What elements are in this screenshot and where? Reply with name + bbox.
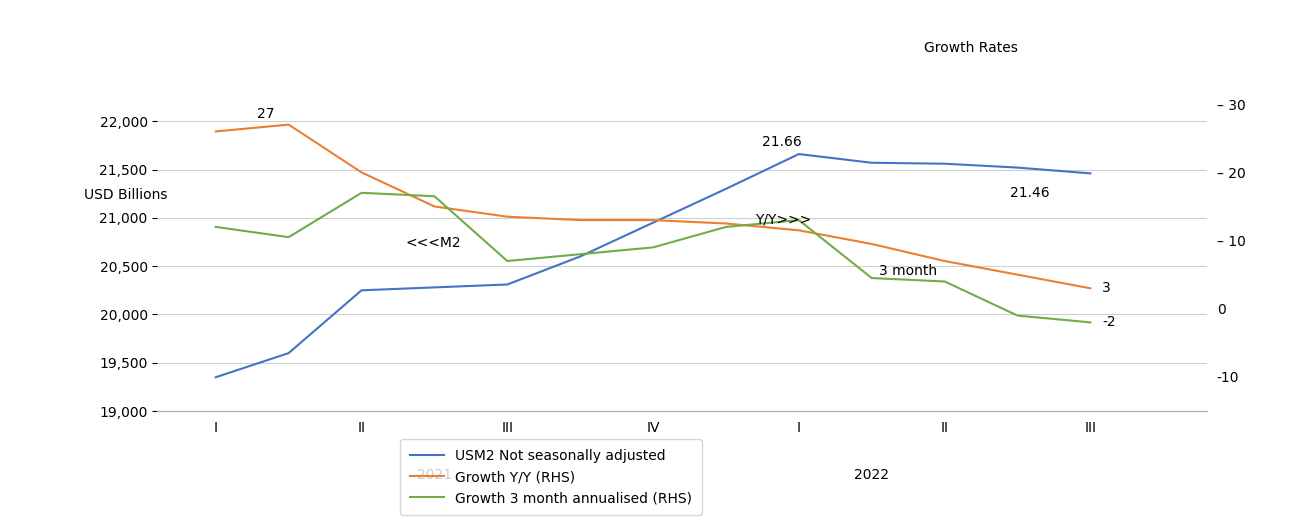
USM2 Not seasonally adjusted: [863, 160, 879, 166]
Growth 3 month annualised (RHS): [646, 244, 661, 250]
Growth Y/Y (RHS): [572, 217, 588, 223]
Growth 3 month annualised (RHS): [1010, 313, 1026, 319]
Growth 3 month annualised (RHS): [572, 251, 588, 257]
Growth 3 month annualised (RHS): [937, 278, 953, 285]
Text: 21.66: 21.66: [762, 135, 802, 149]
USM2 Not seasonally adjusted: [426, 284, 442, 290]
Growth 3 month annualised (RHS): [354, 190, 370, 196]
USM2 Not seasonally adjusted: [207, 374, 223, 380]
Growth Y/Y (RHS): [1082, 285, 1098, 291]
Growth 3 month annualised (RHS): [207, 224, 223, 230]
Text: 21.46: 21.46: [1010, 186, 1050, 200]
Line: USM2 Not seasonally adjusted: USM2 Not seasonally adjusted: [215, 154, 1090, 377]
Growth Y/Y (RHS): [646, 217, 661, 223]
USM2 Not seasonally adjusted: [1010, 164, 1026, 171]
USM2 Not seasonally adjusted: [791, 151, 807, 157]
Growth 3 month annualised (RHS): [718, 224, 733, 230]
Text: 3: 3: [1102, 281, 1111, 295]
USM2 Not seasonally adjusted: [1082, 170, 1098, 177]
Growth 3 month annualised (RHS): [791, 217, 807, 223]
USM2 Not seasonally adjusted: [937, 161, 953, 167]
USM2 Not seasonally adjusted: [500, 281, 516, 288]
Growth 3 month annualised (RHS): [426, 193, 442, 199]
Text: <<<M2: <<<M2: [405, 236, 461, 250]
Growth Y/Y (RHS): [863, 241, 879, 247]
Text: 2022: 2022: [854, 467, 890, 482]
Text: Growth Rates: Growth Rates: [924, 41, 1018, 55]
Growth Y/Y (RHS): [281, 121, 297, 128]
Growth 3 month annualised (RHS): [500, 258, 516, 264]
USM2 Not seasonally adjusted: [354, 287, 370, 294]
Growth Y/Y (RHS): [207, 128, 223, 134]
Growth Y/Y (RHS): [1010, 271, 1026, 278]
USM2 Not seasonally adjusted: [646, 219, 661, 226]
Line: Growth 3 month annualised (RHS): Growth 3 month annualised (RHS): [215, 193, 1090, 323]
Text: 3 month: 3 month: [879, 264, 937, 278]
Legend: USM2 Not seasonally adjusted, Growth Y/Y (RHS), Growth 3 month annualised (RHS): USM2 Not seasonally adjusted, Growth Y/Y…: [400, 440, 702, 515]
Text: USD Billions: USD Billions: [84, 189, 168, 202]
Growth Y/Y (RHS): [426, 203, 442, 210]
Text: Y/Y>>>: Y/Y>>>: [756, 212, 811, 227]
USM2 Not seasonally adjusted: [718, 186, 733, 192]
Growth 3 month annualised (RHS): [1082, 319, 1098, 326]
Growth 3 month annualised (RHS): [281, 234, 297, 240]
Growth 3 month annualised (RHS): [863, 275, 879, 281]
Growth Y/Y (RHS): [937, 258, 953, 264]
USM2 Not seasonally adjusted: [572, 253, 588, 260]
Text: -2: -2: [1102, 315, 1115, 329]
Line: Growth Y/Y (RHS): Growth Y/Y (RHS): [215, 124, 1090, 288]
USM2 Not seasonally adjusted: [281, 350, 297, 356]
Text: 2021: 2021: [417, 467, 451, 482]
Growth Y/Y (RHS): [500, 213, 516, 220]
Text: 27: 27: [257, 107, 274, 121]
Growth Y/Y (RHS): [354, 169, 370, 175]
Growth Y/Y (RHS): [718, 220, 733, 227]
Growth Y/Y (RHS): [791, 227, 807, 233]
